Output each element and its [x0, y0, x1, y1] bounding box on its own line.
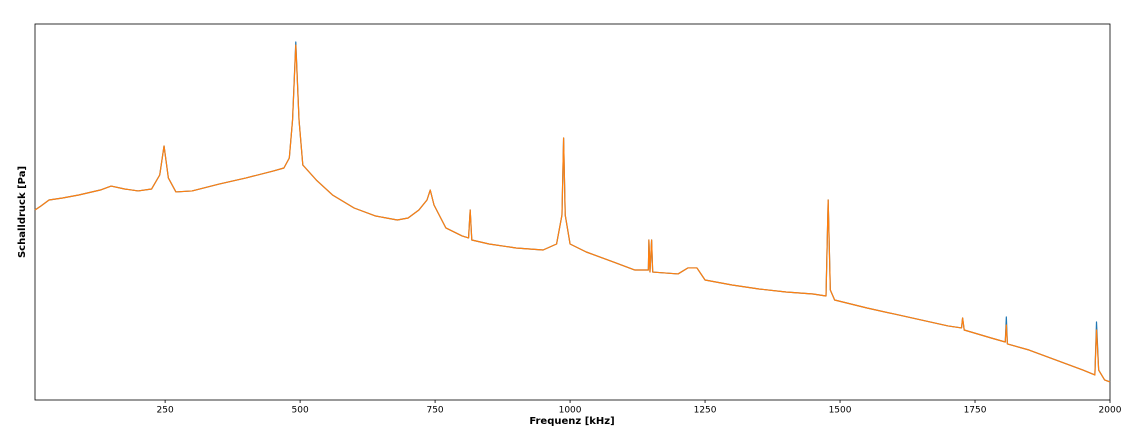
x-tick-label: 2000 [1099, 406, 1122, 416]
x-tick-label: 750 [426, 406, 443, 416]
series-line [34, 44, 1111, 383]
x-tick-label: 1250 [694, 406, 717, 416]
series-line [34, 41, 1111, 383]
x-tick-label: 500 [292, 406, 309, 416]
plot-frame [34, 23, 1111, 401]
x-tick-label: 1500 [829, 406, 852, 416]
x-axis-label: Frequenz [kHz] [529, 416, 614, 427]
x-tick-label: 1000 [559, 406, 582, 416]
x-tick-label: 250 [157, 406, 174, 416]
y-axis-label: Schalldruck [Pa] [17, 166, 28, 258]
x-tick-label: 1750 [964, 406, 987, 416]
